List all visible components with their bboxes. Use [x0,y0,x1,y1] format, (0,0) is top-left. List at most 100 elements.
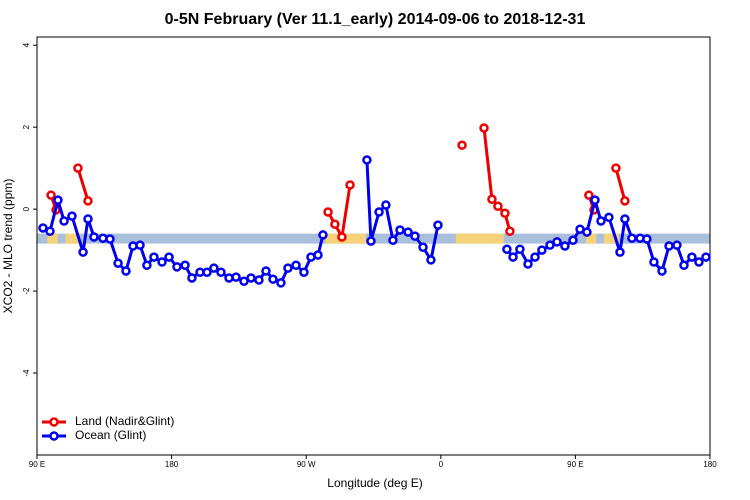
data-point [135,240,145,250]
data-point [83,214,93,224]
data-point [479,123,489,133]
data-point [38,223,48,233]
data-point [582,227,592,237]
data-point [366,236,376,246]
data-point [187,273,197,283]
x-tick-label: 180 [165,460,179,469]
x-axis-label: Longitude (deg E) [327,476,422,490]
data-point [105,234,115,244]
data-point [73,163,83,173]
data-point [164,252,174,262]
data-point [345,180,355,190]
data-point [395,225,405,235]
land-segment [603,233,619,244]
data-point [362,155,372,165]
data-point [313,250,323,260]
data-point [246,273,256,283]
x-tick-label: 90 E [567,460,583,469]
data-point [121,266,131,276]
data-point [500,208,510,218]
data-point [493,201,503,211]
data-point [268,274,278,284]
data-point [59,216,69,226]
data-point [403,227,413,237]
data-point [611,163,621,173]
data-point [515,244,525,255]
y-axis-label: XCO2 - MLO trend (ppm) [1,179,15,314]
data-point [53,195,63,205]
data-point [596,216,606,226]
legend-marker [49,431,59,441]
y-tick-label: -2 [22,287,31,295]
data-point [231,272,241,282]
data-point [209,263,219,273]
series-line [49,127,627,242]
data-point [46,190,56,200]
legend-label: Ocean (Glint) [75,428,146,442]
x-tick-label: 90 E [29,460,45,469]
data-point [374,207,384,217]
data-point [323,207,333,217]
data-point [180,260,190,271]
data-point [202,267,212,277]
data-point [149,252,159,262]
data-point [627,233,637,243]
data-point [78,247,88,257]
data-point [604,212,614,223]
data-point [254,275,264,285]
data-point [418,242,428,252]
data-point [45,226,55,236]
legend-label: Land (Nadir&Glint) [75,414,174,428]
data-point [615,247,625,257]
data-point [457,140,467,150]
data-point [157,257,167,267]
data-point [687,252,697,262]
data-point [388,235,398,246]
data-point [530,252,540,262]
land-segment [585,233,597,244]
data-point [657,266,667,276]
data-point [694,257,704,267]
data-point [83,196,93,206]
data-point [276,278,286,288]
land-segment [47,233,58,244]
data-point [620,214,630,224]
y-tick-label: 4 [22,42,31,47]
data-point [216,267,226,277]
data-point [508,252,518,262]
data-point [679,260,689,271]
plot-frame [36,36,711,456]
data-point [142,260,152,271]
data-point [410,231,420,241]
data-point [620,196,630,206]
data-point [487,194,497,205]
data-point [433,220,443,230]
data-point [502,244,512,255]
data-point [649,257,659,267]
data-point [552,237,562,247]
legend-marker [49,417,59,427]
data-point [672,240,682,250]
x-tick-label: 0 [439,460,444,469]
data-point [568,235,578,246]
data-point [590,195,600,205]
data-point [113,258,123,268]
y-tick-label: 0 [22,206,31,211]
data-point [545,240,555,250]
data-point [337,232,347,242]
y-tick-label: 2 [22,124,31,129]
data-point [89,232,99,242]
data-point [239,276,249,286]
data-point [523,259,533,269]
data-point [426,255,436,265]
data-point [67,211,77,221]
data-point [261,266,271,276]
data-point [505,226,515,236]
data-point [537,245,547,255]
x-tick-label: 180 [703,460,717,469]
data-point [381,200,391,210]
data-point [560,241,570,251]
land-segment [65,233,81,244]
data-point [584,190,594,200]
